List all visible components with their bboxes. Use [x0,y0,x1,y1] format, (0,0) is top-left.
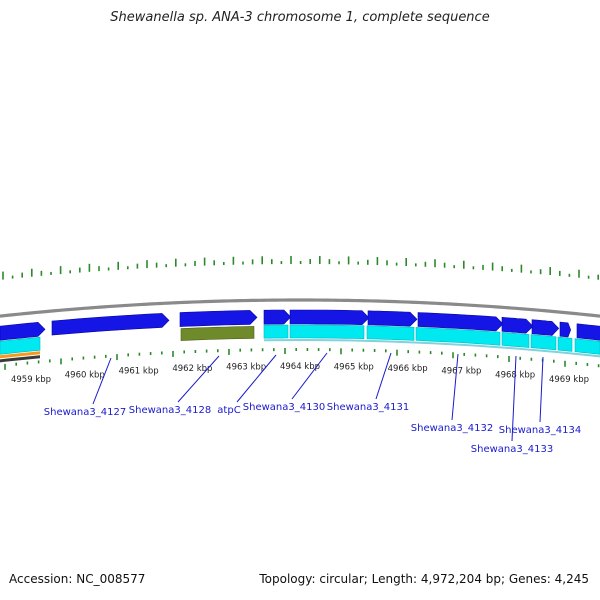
cds-forward [559,321,572,338]
gene-leader-line [451,353,459,421]
scale-label: 4961 kbp [119,367,159,377]
cds-track [501,332,530,348]
scale-label: 4960 kbp [65,370,105,380]
cds-track-edge [264,339,600,358]
scale-label: 4959 kbp [11,375,51,385]
gene-label: Shewana3_4132 [411,423,493,434]
cds-forward [417,312,504,332]
gc-skew-track [2,256,600,280]
gene-label: Shewana3_4130 [243,402,325,413]
map-title: Shewanella sp. ANA-3 chromosome 1, compl… [110,10,490,25]
gene-leader-line [236,354,277,403]
cds-forward [289,309,370,326]
cds-forward [367,310,418,327]
gene-labels: Shewana3_4127 Shewana3_4128 atpC Shewana3_4… [44,352,581,455]
scale-label: 4967 kbp [441,367,481,377]
gene-olive [180,326,255,341]
cds-track [530,334,557,351]
accession-text: Accession: NC_008577 [9,572,146,586]
cds-forward [51,313,170,336]
gene-leader-line [539,356,544,423]
scale-track: 4959 kbp 4960 kbp 4961 kbp 4962 kbp 4963 kbp… [4,348,600,385]
gene-label: Shewana3_4131 [327,402,409,413]
cds-forward [501,316,534,334]
cds-track [557,336,573,352]
gene-leader-line [511,355,517,442]
scale-label: 4963 kbp [226,363,266,373]
gene-leader-line [92,357,112,405]
chromosome-backbone [0,298,600,318]
feature-tracks [0,309,600,363]
dark-feature [0,355,40,363]
scale-label: 4962 kbp [172,364,212,374]
cds-forward [0,321,46,341]
scale-label: 4965 kbp [334,363,374,373]
gene-label: Shewana3_4127 [44,407,126,418]
orange-feature [0,351,40,359]
gene-leader-line [375,352,392,400]
backbone-arc [0,298,600,318]
cds-forward [531,319,560,336]
topology-summary: Topology: circular; Length: 4,972,204 bp… [259,572,589,586]
cds-forward [263,309,292,325]
cds-forward [179,310,258,327]
cds-track [263,324,289,339]
cds-track [415,327,501,346]
gene-label: atpC [217,405,240,416]
scale-label: 4969 kbp [549,375,589,385]
gene-label: Shewana3_4128 [129,405,211,416]
cds-track [0,336,41,355]
gene-label: Shewana3_4134 [499,425,581,436]
gene-leader-line [177,355,220,403]
cds-track [289,324,365,340]
gene-label: Shewana3_4133 [471,444,553,455]
scale-label: 4964 kbp [280,362,320,372]
cds-track [574,338,600,355]
cds-forward [576,323,600,341]
cds-track [366,325,415,341]
gene-leader-line [291,352,328,400]
scale-label: 4966 kbp [388,364,428,374]
